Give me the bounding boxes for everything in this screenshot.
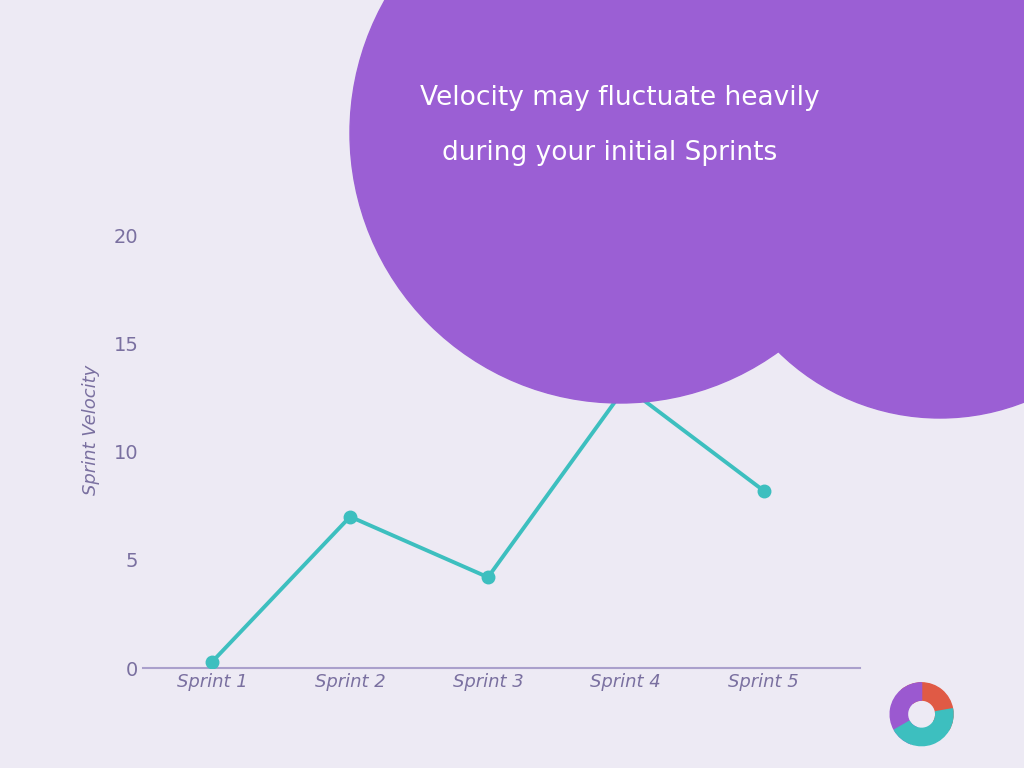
Circle shape (710, 0, 1024, 418)
Text: during your initial Sprints: during your initial Sprints (442, 140, 777, 166)
Wedge shape (890, 683, 922, 743)
Circle shape (350, 0, 890, 403)
Wedge shape (901, 683, 953, 730)
Text: Velocity may fluctuate heavily: Velocity may fluctuate heavily (420, 85, 820, 111)
Wedge shape (894, 709, 953, 746)
Y-axis label: Sprint Velocity: Sprint Velocity (82, 365, 99, 495)
